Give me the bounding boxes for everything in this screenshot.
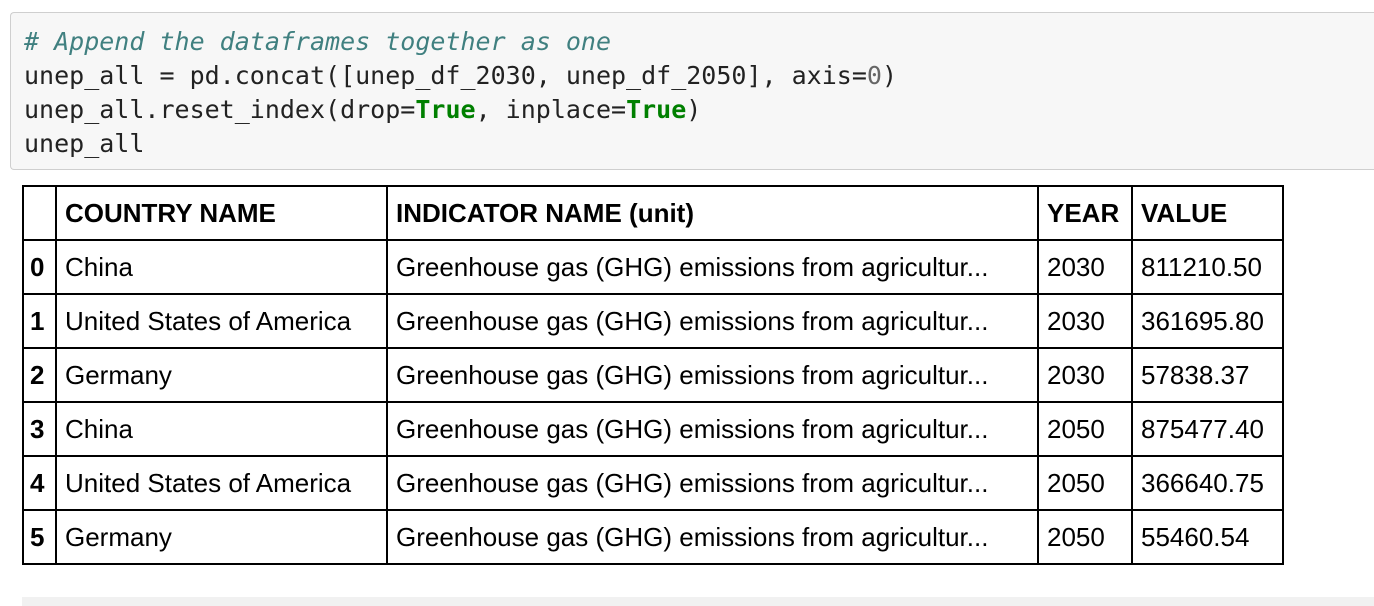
cell-value: 55460.54 [1131, 509, 1284, 565]
code-text: unep_all [24, 129, 145, 158]
cell-country: China [55, 401, 388, 457]
table-header-row: COUNTRY NAME INDICATOR NAME (unit) YEAR … [22, 185, 1284, 241]
code-number: 0 [866, 61, 882, 90]
cell-indicator: Greenhouse gas (GHG) emissions from agri… [386, 455, 1039, 511]
cell-country: Germany [55, 347, 388, 403]
code-line-3: unep_all.reset_index(drop=True, inplace=… [24, 93, 897, 127]
code-line-4: unep_all [24, 127, 897, 161]
table-row: 3 China Greenhouse gas (GHG) emissions f… [22, 401, 1284, 457]
cell-year: 2030 [1037, 293, 1133, 349]
column-header-value: VALUE [1131, 185, 1284, 241]
cell-value: 875477.40 [1131, 401, 1284, 457]
output-area: COUNTRY NAME INDICATOR NAME (unit) YEAR … [22, 185, 1284, 565]
row-index: 1 [22, 293, 57, 349]
cell-value: 361695.80 [1131, 293, 1284, 349]
code-line-2: unep_all = pd.concat([unep_df_2030, unep… [24, 59, 897, 93]
cell-value: 57838.37 [1131, 347, 1284, 403]
cell-indicator: Greenhouse gas (GHG) emissions from agri… [386, 239, 1039, 295]
code-text: unep_all.reset_index(drop= [24, 95, 416, 124]
table-row: 0 China Greenhouse gas (GHG) emissions f… [22, 239, 1284, 295]
row-index: 2 [22, 347, 57, 403]
table-row: 5 Germany Greenhouse gas (GHG) emissions… [22, 509, 1284, 565]
cell-year: 2050 [1037, 455, 1133, 511]
row-index: 5 [22, 509, 57, 565]
cell-indicator: Greenhouse gas (GHG) emissions from agri… [386, 293, 1039, 349]
table-row: 4 United States of America Greenhouse ga… [22, 455, 1284, 511]
cell-year: 2050 [1037, 401, 1133, 457]
code-comment: # Append the dataframes together as one [24, 27, 611, 56]
index-header [22, 185, 57, 241]
horizontal-scrollbar[interactable] [22, 597, 1374, 606]
column-header-year: YEAR [1037, 185, 1133, 241]
code-text: ) [881, 61, 897, 90]
cell-country: United States of America [55, 455, 388, 511]
table-row: 1 United States of America Greenhouse ga… [22, 293, 1284, 349]
cell-indicator: Greenhouse gas (GHG) emissions from agri… [386, 509, 1039, 565]
code-keyword: True [626, 95, 687, 124]
code-text: unep_all = pd.concat([unep_df_2030, unep… [24, 61, 867, 90]
cell-country: Germany [55, 509, 388, 565]
code-line-1: # Append the dataframes together as one [24, 25, 897, 59]
cell-value: 366640.75 [1131, 455, 1284, 511]
code-editor[interactable]: # Append the dataframes together as one u… [24, 25, 897, 161]
cell-country: China [55, 239, 388, 295]
code-input-cell[interactable]: # Append the dataframes together as one u… [10, 12, 1374, 170]
code-text: ) [686, 95, 702, 124]
cell-year: 2030 [1037, 239, 1133, 295]
cell-year: 2050 [1037, 509, 1133, 565]
cell-indicator: Greenhouse gas (GHG) emissions from agri… [386, 401, 1039, 457]
table-row: 2 Germany Greenhouse gas (GHG) emissions… [22, 347, 1284, 403]
row-index: 0 [22, 239, 57, 295]
dataframe-table: COUNTRY NAME INDICATOR NAME (unit) YEAR … [22, 185, 1284, 565]
cell-value: 811210.50 [1131, 239, 1284, 295]
column-header-indicator: INDICATOR NAME (unit) [386, 185, 1039, 241]
row-index: 4 [22, 455, 57, 511]
code-keyword: True [415, 95, 476, 124]
code-text: , inplace= [475, 95, 627, 124]
row-index: 3 [22, 401, 57, 457]
cell-indicator: Greenhouse gas (GHG) emissions from agri… [386, 347, 1039, 403]
column-header-country: COUNTRY NAME [55, 185, 388, 241]
cell-year: 2030 [1037, 347, 1133, 403]
cell-country: United States of America [55, 293, 388, 349]
